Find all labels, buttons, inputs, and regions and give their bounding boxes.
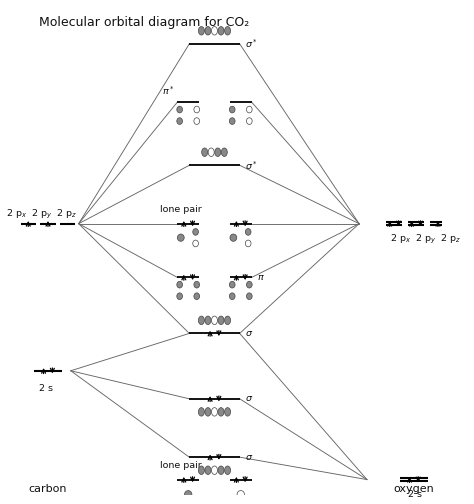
Text: $\sigma$: $\sigma$ [245, 394, 253, 403]
Ellipse shape [199, 408, 204, 416]
Text: $\sigma^*$: $\sigma^*$ [245, 38, 258, 50]
Ellipse shape [246, 118, 252, 124]
Ellipse shape [194, 106, 200, 113]
Ellipse shape [205, 316, 211, 325]
Ellipse shape [199, 316, 204, 325]
Text: $\pi^*$: $\pi^*$ [163, 84, 175, 97]
Ellipse shape [229, 118, 235, 124]
Ellipse shape [229, 106, 235, 113]
Text: lone pair: lone pair [160, 461, 201, 470]
Ellipse shape [225, 27, 230, 35]
Ellipse shape [211, 408, 218, 416]
Ellipse shape [205, 466, 211, 474]
Text: 2 s: 2 s [39, 384, 53, 393]
Text: $\sigma^*$: $\sigma^*$ [245, 159, 258, 171]
Ellipse shape [205, 408, 211, 416]
Ellipse shape [215, 148, 221, 156]
Text: oxygen: oxygen [393, 484, 434, 493]
Ellipse shape [205, 27, 211, 35]
Ellipse shape [229, 281, 235, 288]
Ellipse shape [211, 27, 218, 35]
Ellipse shape [246, 229, 251, 235]
Ellipse shape [225, 408, 230, 416]
Text: lone pair: lone pair [160, 205, 201, 214]
Ellipse shape [218, 316, 224, 325]
Ellipse shape [184, 490, 192, 498]
Ellipse shape [194, 118, 200, 124]
Text: carbon: carbon [29, 484, 67, 493]
Ellipse shape [246, 281, 252, 288]
Ellipse shape [208, 148, 214, 156]
Ellipse shape [218, 27, 224, 35]
Ellipse shape [177, 281, 182, 288]
Ellipse shape [246, 106, 252, 113]
Ellipse shape [194, 293, 200, 299]
Ellipse shape [193, 240, 199, 247]
Ellipse shape [201, 148, 208, 156]
Ellipse shape [177, 118, 182, 124]
Text: 2 s: 2 s [408, 490, 422, 499]
Ellipse shape [199, 27, 204, 35]
Ellipse shape [193, 229, 199, 235]
Ellipse shape [246, 293, 252, 299]
Ellipse shape [225, 466, 230, 474]
Text: $\sigma$: $\sigma$ [245, 329, 253, 338]
Text: Molecular orbital diagram for CO₂: Molecular orbital diagram for CO₂ [39, 17, 249, 29]
Ellipse shape [177, 234, 184, 241]
Ellipse shape [225, 316, 230, 325]
Ellipse shape [230, 234, 237, 241]
Ellipse shape [237, 490, 245, 498]
Text: 2 p$_x$  2 p$_y$  2 p$_z$: 2 p$_x$ 2 p$_y$ 2 p$_z$ [6, 208, 78, 221]
Ellipse shape [211, 316, 218, 325]
Ellipse shape [199, 466, 204, 474]
Ellipse shape [221, 148, 228, 156]
Ellipse shape [194, 281, 200, 288]
Ellipse shape [218, 466, 224, 474]
Text: 2 p$_x$  2 p$_y$  2 p$_z$: 2 p$_x$ 2 p$_y$ 2 p$_z$ [390, 233, 461, 246]
Ellipse shape [177, 106, 182, 113]
Ellipse shape [218, 408, 224, 416]
Ellipse shape [211, 466, 218, 474]
Text: $\pi$: $\pi$ [257, 273, 265, 282]
Ellipse shape [246, 240, 251, 247]
Text: $\sigma$: $\sigma$ [245, 453, 253, 462]
Ellipse shape [177, 293, 182, 299]
Ellipse shape [229, 293, 235, 299]
